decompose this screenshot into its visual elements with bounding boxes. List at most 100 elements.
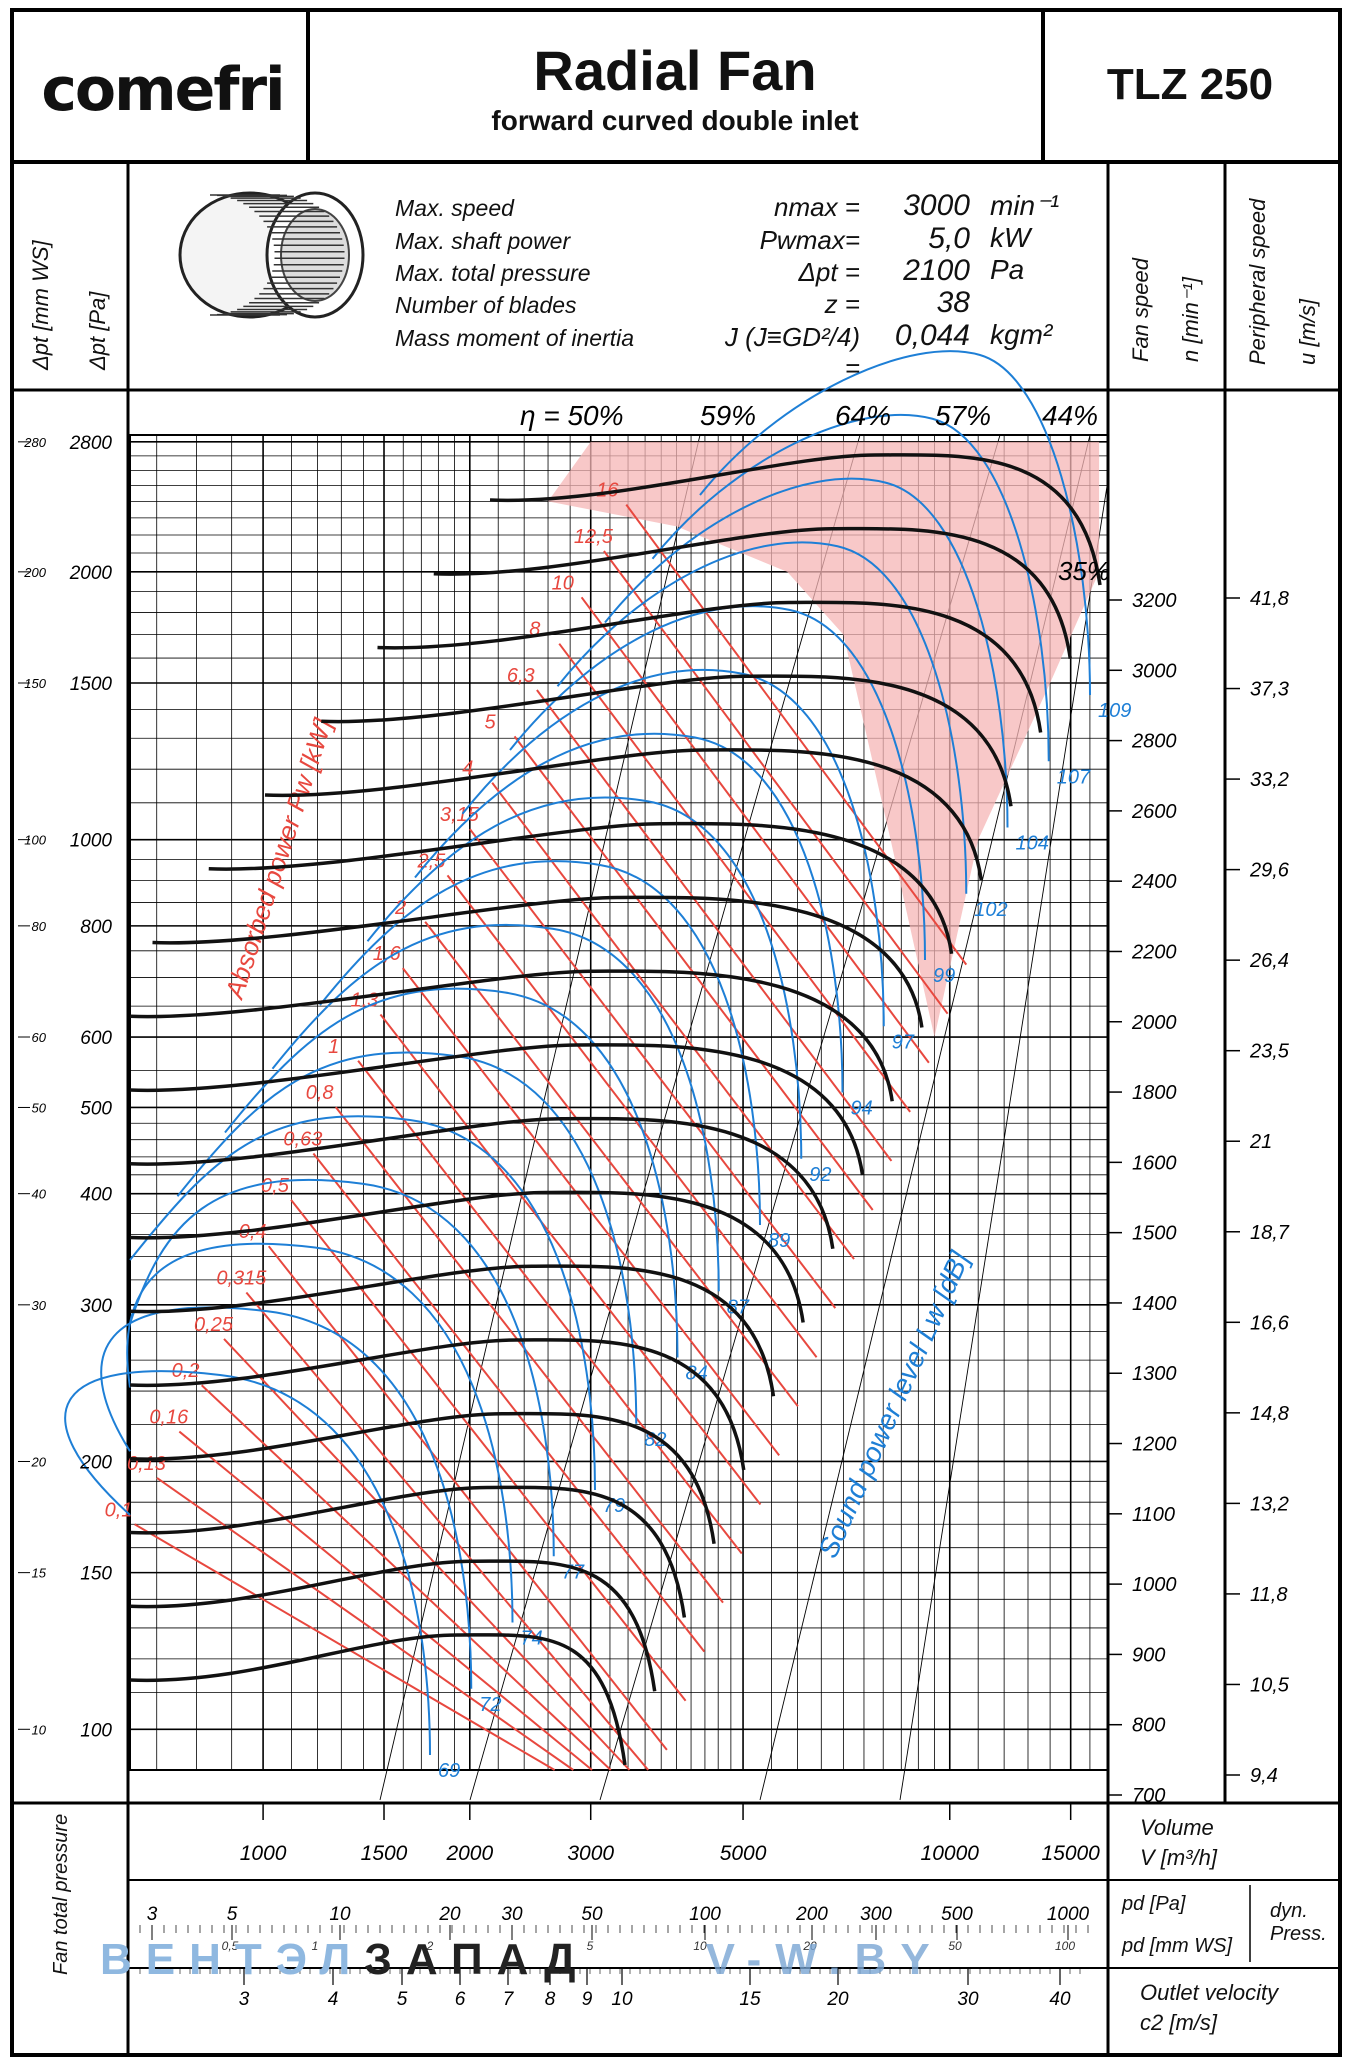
fan-total-pressure-label: Fan total pressure xyxy=(50,1813,72,1975)
y-tick-pa: 400 xyxy=(80,1185,112,1206)
spec-label: Max. speed xyxy=(395,195,514,221)
peripheral-tick-label: 29,6 xyxy=(1249,860,1290,882)
power-label: 1,6 xyxy=(373,943,402,965)
power-label: 0,1 xyxy=(105,1499,133,1521)
sound-line xyxy=(100,1306,473,1689)
sound-line xyxy=(129,1179,555,1557)
peripheral-tick-label: 11,8 xyxy=(1250,1584,1287,1606)
speed-tick-label: 3000 xyxy=(1132,660,1177,682)
noise-zone xyxy=(548,441,1100,1038)
speed-curve xyxy=(129,1338,746,1471)
sound-line xyxy=(651,414,1050,762)
power-line xyxy=(245,1291,649,1771)
c2-tick: 10 xyxy=(611,1989,633,2010)
y-tick-pa: 600 xyxy=(80,1028,112,1049)
pd-mmws-tick: 0,5 xyxy=(222,1939,239,1953)
volume-unit: V [m³/h] xyxy=(1140,1845,1218,1870)
sound-label: 97 xyxy=(892,1031,915,1053)
spec-symbol: J (J≡GD²/4) = xyxy=(724,322,860,383)
sound-label: 69 xyxy=(438,1760,460,1782)
power-line xyxy=(558,643,911,1113)
sound-line xyxy=(224,987,679,1358)
y-tick-mmws: 150 xyxy=(24,676,46,691)
spec-unit: kW xyxy=(990,222,1031,253)
y-tick-pa: 2000 xyxy=(69,563,113,584)
pd-pa-tick: 3 xyxy=(147,1904,158,1925)
power-line xyxy=(580,596,930,1064)
efficiency-label: 57% xyxy=(935,400,991,431)
speed-curve xyxy=(129,1559,657,1692)
efficiency-ray xyxy=(469,434,861,1801)
y-tick-mmws: 15 xyxy=(32,1566,47,1581)
page-subtitle: forward curved double inlet xyxy=(491,105,859,136)
x-tick-label: 5000 xyxy=(720,1842,767,1865)
pd-pa-tick: 300 xyxy=(860,1904,892,1925)
pd-pa-tick: 20 xyxy=(438,1904,461,1925)
speed-tick-label: 1100 xyxy=(1132,1504,1175,1526)
watermark-part-3: V-W.BY xyxy=(705,1935,944,1984)
peripheral-tick-label: 26,4 xyxy=(1249,950,1289,972)
y-tick-pa: 100 xyxy=(80,1720,112,1741)
power-line xyxy=(379,1013,762,1506)
spec-value: 3000 xyxy=(903,189,970,222)
speed-curve xyxy=(377,600,1043,733)
peripheral-tick-label: 37,3 xyxy=(1250,679,1289,701)
y-tick-mmws: 20 xyxy=(31,1454,47,1469)
power-line xyxy=(491,782,855,1260)
sound-label: 87 xyxy=(727,1296,750,1318)
speed-tick-label: 1200 xyxy=(1132,1434,1177,1456)
pd-pa-tick: 1000 xyxy=(1047,1904,1090,1925)
peripheral-tick-label: 10,5 xyxy=(1250,1674,1290,1696)
efficiency-label: 35% xyxy=(1058,556,1110,586)
power-label: 8 xyxy=(529,619,540,641)
power-label: 0,13 xyxy=(127,1453,166,1475)
speed-curve xyxy=(129,1264,776,1397)
y-tick-pa: 300 xyxy=(80,1296,112,1317)
speed-curve xyxy=(129,1485,687,1618)
sound-label: 79 xyxy=(603,1495,625,1517)
y-tick-mmws: 50 xyxy=(32,1100,47,1115)
x-tick-label: 2000 xyxy=(445,1842,493,1865)
power-line xyxy=(290,1199,687,1702)
pd-pa-tick: 10 xyxy=(329,1904,351,1925)
sound-label: 102 xyxy=(974,899,1007,921)
y-tick-pa: 200 xyxy=(79,1452,112,1473)
power-label: 0,5 xyxy=(261,1175,290,1197)
pd-mmws-label: pd [mm WS] xyxy=(1122,1935,1233,1957)
speed-tick-label: 1600 xyxy=(1132,1152,1177,1174)
pd-mmws-tick: 50 xyxy=(948,1939,962,1953)
c2-tick: 15 xyxy=(739,1989,761,2010)
high-noise-zone xyxy=(548,441,1100,1038)
peripheral-tick-label: 9,4 xyxy=(1250,1765,1278,1787)
sound-label: 104 xyxy=(1016,833,1049,855)
x-tick-label: 1000 xyxy=(240,1842,287,1865)
sound-line xyxy=(319,860,761,1226)
peripheral-tick-label: 18,7 xyxy=(1250,1222,1290,1244)
power-label: 0,315 xyxy=(216,1268,267,1290)
spec-unit: kgm² xyxy=(990,319,1053,350)
pd-pa-tick: 30 xyxy=(501,1904,523,1925)
pd-pa-tick: 5 xyxy=(227,1904,238,1925)
spec-value: 38 xyxy=(936,286,970,319)
volume-label: Volume xyxy=(1140,1815,1214,1840)
x-tick-label: 15000 xyxy=(1041,1842,1100,1865)
sound-label: 89 xyxy=(768,1230,790,1252)
spec-value: 2100 xyxy=(903,254,970,287)
watermark: ВЕНТЭЛЗАПАД V-W.BY xyxy=(100,1935,944,1985)
peripheral-tick-label: 16,6 xyxy=(1250,1312,1290,1334)
speed-tick-label: 2000 xyxy=(1131,1012,1177,1034)
power-line xyxy=(424,921,799,1407)
fan-speed-label: Fan speed xyxy=(1128,258,1153,362)
peripheral-speed-label: Peripheral speed xyxy=(1245,198,1270,365)
speed-tick-label: 3200 xyxy=(1132,590,1177,612)
power-line xyxy=(134,1523,556,1771)
watermark-part-2: ЗАПАД xyxy=(364,1935,590,1984)
speed-curve xyxy=(264,748,983,881)
x-tick-label: 10000 xyxy=(921,1842,980,1865)
power-label: 4 xyxy=(462,758,473,780)
y-tick-pa: 1000 xyxy=(70,831,113,852)
speed-tick-label: 1000 xyxy=(1132,1574,1177,1596)
pd-pa-tick: 100 xyxy=(689,1904,721,1925)
speed-tick-label: 700 xyxy=(1132,1785,1165,1807)
efficiency-ray xyxy=(899,479,1109,1801)
